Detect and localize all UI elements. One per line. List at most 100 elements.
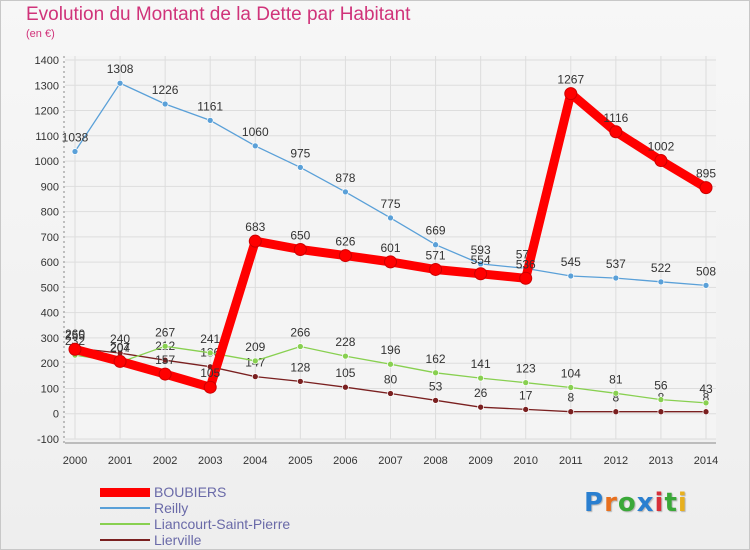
data-label: 157 [155, 353, 175, 367]
data-point [161, 342, 169, 350]
data-label: 571 [426, 248, 446, 262]
data-label: 260 [65, 327, 85, 341]
data-label: 196 [380, 343, 400, 357]
data-point [116, 79, 124, 87]
data-label: 26 [474, 386, 488, 400]
data-label: 1226 [152, 83, 179, 97]
data-point [612, 274, 620, 282]
data-point [203, 380, 217, 394]
y-tick-label: 1400 [35, 55, 59, 67]
data-label: 209 [245, 340, 265, 354]
data-label: 141 [471, 357, 491, 371]
data-point [161, 356, 169, 364]
data-point [702, 282, 710, 289]
data-label: 123 [516, 362, 536, 376]
legend-label-boubiers: BOUBIERS [154, 484, 227, 500]
data-label: 8 [613, 391, 620, 405]
data-point [338, 249, 352, 263]
data-point [248, 234, 262, 248]
data-point [477, 403, 484, 411]
data-point [657, 278, 665, 286]
data-point [297, 378, 304, 385]
y-tick-label: 900 [41, 181, 59, 193]
proxiti-logo: Proxiti [584, 488, 688, 518]
data-label: 241 [200, 332, 220, 346]
data-point [71, 148, 79, 155]
y-tick-label: 700 [41, 232, 59, 244]
y-tick-label: 600 [41, 257, 59, 269]
x-tick-label: 2008 [423, 455, 447, 467]
data-label: 255 [65, 328, 85, 342]
data-point [68, 342, 82, 356]
x-tick-label: 2013 [649, 455, 673, 467]
data-point [657, 396, 665, 403]
data-point [206, 117, 214, 124]
data-point [477, 374, 484, 382]
data-point [609, 125, 623, 139]
y-tick-label: 200 [41, 358, 59, 370]
data-label: 56 [654, 379, 668, 393]
data-label: 43 [699, 382, 713, 396]
data-point [564, 87, 578, 101]
data-label: 105 [335, 366, 355, 380]
data-label: 601 [380, 241, 400, 255]
x-tick-label: 2005 [288, 455, 312, 467]
data-label: 1161 [197, 99, 223, 113]
data-point [612, 389, 620, 397]
data-point [384, 255, 397, 269]
data-point [567, 272, 575, 280]
y-tick-label: 400 [41, 308, 59, 320]
data-label: 207 [110, 340, 130, 354]
data-label: 975 [290, 146, 310, 160]
data-label: 650 [290, 229, 310, 243]
legend-label-liancourt: Liancourt-Saint-Pierre [154, 516, 291, 532]
data-label: 267 [155, 325, 175, 339]
data-label: 1002 [648, 140, 675, 154]
data-point [342, 383, 349, 391]
data-point [293, 243, 307, 256]
data-label: 1267 [557, 73, 584, 87]
data-point [432, 369, 439, 377]
legend-item-boubiers: BOUBIERS [100, 484, 360, 500]
chart-title: Evolution du Montant de la Dette par Hab… [26, 4, 411, 25]
y-tick-label: 500 [41, 282, 59, 294]
data-point [432, 396, 439, 404]
x-tick-label: 2000 [63, 455, 87, 467]
series-line-boubiers [521, 89, 576, 283]
data-point [519, 271, 533, 285]
data-label: 522 [651, 261, 671, 275]
legend-label-reilly: Reilly [154, 500, 189, 516]
data-label: 537 [606, 257, 626, 271]
data-point [567, 408, 575, 416]
data-label: 266 [290, 326, 310, 340]
data-point [387, 390, 394, 397]
legend: BOUBIERS Reilly Liancourt-Saint-Pierre L… [100, 484, 360, 548]
x-tick-label: 2003 [198, 455, 222, 467]
data-point [432, 241, 439, 249]
data-label: 128 [290, 360, 310, 374]
legend-swatch-liancourt [100, 523, 150, 525]
data-point [251, 373, 259, 380]
x-tick-label: 2001 [108, 455, 132, 467]
x-tick-label: 2006 [333, 455, 357, 467]
data-label: 1038 [62, 130, 89, 144]
x-tick-label: 2009 [468, 455, 492, 467]
data-point [474, 267, 488, 281]
y-tick-label: 1100 [35, 131, 59, 143]
data-point [654, 154, 668, 168]
data-point [429, 262, 443, 276]
data-point [699, 181, 713, 195]
y-tick-label: -100 [37, 434, 59, 446]
data-label: 593 [471, 243, 491, 257]
y-tick-label: 300 [41, 333, 59, 345]
data-point [158, 367, 172, 381]
data-label: 162 [426, 352, 446, 366]
legend-swatch-reilly [100, 507, 150, 509]
data-label: 536 [516, 257, 536, 271]
data-point [342, 188, 349, 196]
data-label: 105 [200, 366, 220, 380]
data-label: 81 [609, 372, 623, 386]
legend-item-lierville: Lierville [100, 532, 360, 548]
x-tick-label: 2002 [153, 455, 177, 467]
